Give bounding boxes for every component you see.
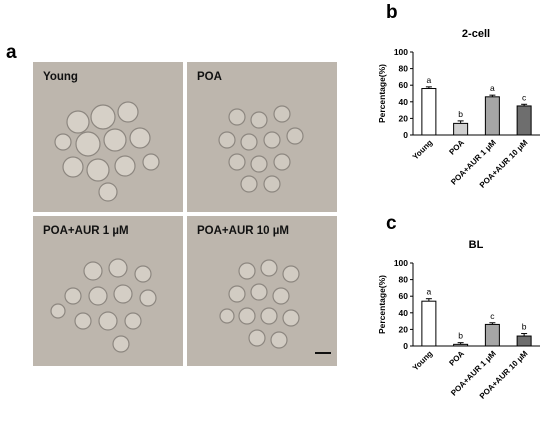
- bar: [453, 343, 469, 347]
- embryo-cluster-poa: [218, 105, 304, 193]
- x-tick-label: POA: [447, 138, 466, 157]
- micrograph-label-young: Young: [43, 71, 78, 83]
- panel-letter-b: b: [386, 2, 398, 23]
- y-tick-label: 80: [399, 275, 409, 285]
- y-tick-label: 40: [399, 308, 409, 318]
- y-tick-label: 0: [403, 130, 408, 140]
- y-tick-label: 100: [394, 258, 408, 268]
- significance-letter: a: [427, 75, 432, 85]
- bar: [516, 335, 532, 347]
- y-axis-label: Percentage(%): [377, 275, 387, 334]
- panel-letter-c: c: [386, 213, 397, 234]
- y-tick-label: 20: [399, 324, 409, 334]
- scale-bar: [315, 352, 331, 354]
- y-tick-label: 40: [399, 97, 409, 107]
- y-tick-label: 60: [399, 80, 409, 90]
- embryo-cluster-poa-aur-1: [50, 258, 157, 353]
- micrograph-label-poa: POA: [197, 71, 222, 83]
- bar: [421, 88, 437, 136]
- micrograph-label-poa-aur-1: POA+AUR 1 µM: [43, 225, 129, 237]
- x-tick-label: Young: [411, 138, 435, 162]
- bar: [516, 105, 532, 136]
- chart-title: BL: [469, 239, 484, 251]
- y-tick-label: 0: [403, 341, 408, 351]
- significance-letter: b: [458, 331, 463, 341]
- micrograph-label-poa-aur-10: POA+AUR 10 µM: [197, 225, 289, 237]
- embryo-cluster-young: [54, 101, 160, 202]
- bar: [484, 323, 500, 347]
- significance-letter: b: [522, 322, 527, 332]
- micrograph-poa-aur-1: POA+AUR 1 µM: [33, 216, 183, 366]
- chart-bl: BLPercentage(%)020406080100aYoungbPOAcPO…: [377, 239, 540, 401]
- micrograph-poa-aur-10: POA+AUR 10 µM: [187, 216, 337, 366]
- chart-title: 2-cell: [462, 28, 490, 40]
- bar: [453, 122, 469, 136]
- significance-letter: a: [490, 83, 495, 93]
- micrograph-poa: POA: [187, 62, 337, 212]
- significance-letter: c: [522, 92, 527, 102]
- x-tick-label: POA: [447, 349, 466, 368]
- y-tick-label: 80: [399, 64, 409, 74]
- y-tick-label: 60: [399, 291, 409, 301]
- significance-letter: c: [490, 311, 495, 321]
- y-tick-label: 20: [399, 113, 409, 123]
- y-axis-label: Percentage(%): [377, 64, 387, 123]
- chart-2-cell: 2-cell Percentage(%) 0 20 40 60 80 100 a Young b PO…: [377, 28, 540, 190]
- bar: [421, 300, 437, 347]
- embryo-cluster-poa-aur-10: [219, 259, 300, 349]
- significance-letter: b: [458, 109, 463, 119]
- micrograph-young: Young: [33, 62, 183, 212]
- x-tick-label: Young: [411, 349, 435, 373]
- bar: [484, 96, 500, 136]
- panel-letter-a: a: [6, 42, 17, 63]
- significance-letter: a: [427, 287, 432, 297]
- y-tick-label: 100: [394, 47, 408, 57]
